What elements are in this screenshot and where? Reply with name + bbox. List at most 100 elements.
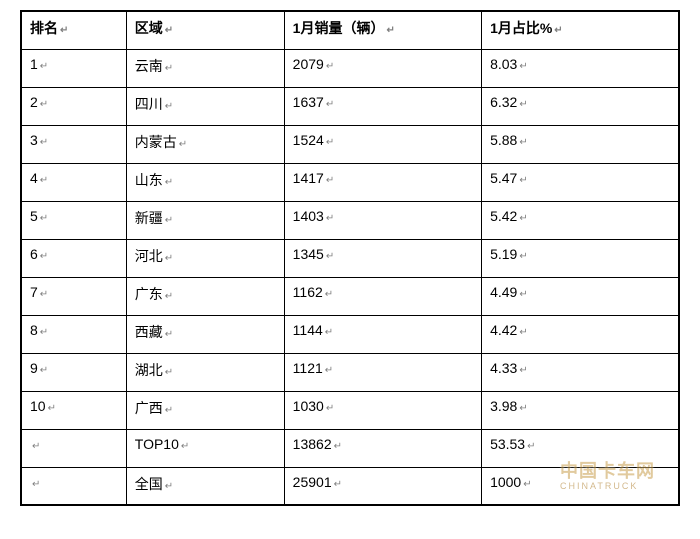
paragraph-mark-icon: ↵ xyxy=(334,479,342,490)
col-header-rank: 排名↵ xyxy=(21,11,126,49)
paragraph-mark-icon: ↵ xyxy=(326,175,334,186)
table-cell: 5.42↵ xyxy=(482,201,679,239)
cell-value: 湖北 xyxy=(135,362,163,378)
paragraph-mark-icon: ↵ xyxy=(386,25,394,36)
cell-value: 5.42 xyxy=(490,208,517,224)
cell-value: 5.88 xyxy=(490,132,517,148)
table-cell: 5.19↵ xyxy=(482,239,679,277)
paragraph-mark-icon: ↵ xyxy=(40,365,48,376)
table-row: 7↵广东↵1162↵ 4.49↵ xyxy=(21,277,679,315)
cell-value: 3.98 xyxy=(490,398,517,414)
table-cell: 四川↵ xyxy=(126,87,284,125)
cell-value: 1345 xyxy=(293,246,324,262)
cell-value: 广东 xyxy=(135,286,163,302)
paragraph-mark-icon: ↵ xyxy=(165,101,173,112)
cell-value: 5 xyxy=(30,208,38,224)
paragraph-mark-icon: ↵ xyxy=(334,441,342,452)
sales-table-wrapper: 排名↵ 区域↵ 1月销量（辆）↵ 1月占比%↵ 1↵云南↵2079↵8.03↵2… xyxy=(20,10,680,506)
paragraph-mark-icon: ↵ xyxy=(165,215,173,226)
table-cell: 1403↵ xyxy=(284,201,481,239)
table-cell: 7↵ xyxy=(21,277,126,315)
cell-value: 8 xyxy=(30,322,38,338)
paragraph-mark-icon: ↵ xyxy=(326,61,334,72)
table-cell: 10↵ xyxy=(21,391,126,429)
paragraph-mark-icon: ↵ xyxy=(326,137,334,148)
table-header-row: 排名↵ 区域↵ 1月销量（辆）↵ 1月占比%↵ xyxy=(21,11,679,49)
paragraph-mark-icon: ↵ xyxy=(325,365,333,376)
cell-value: 8.03 xyxy=(490,56,517,72)
cell-value: 2079 xyxy=(293,56,324,72)
cell-value: 1417 xyxy=(293,170,324,186)
table-cell: 4.42↵ xyxy=(482,315,679,353)
paragraph-mark-icon: ↵ xyxy=(519,137,527,148)
cell-value: 1403 xyxy=(293,208,324,224)
col-header-pct: 1月占比%↵ xyxy=(482,11,679,49)
cell-value: 4.33 xyxy=(490,360,517,376)
cell-value: 4.42 xyxy=(490,322,517,338)
cell-value: 全国 xyxy=(135,476,163,492)
cell-value: 2 xyxy=(30,94,38,110)
cell-value: 1524 xyxy=(293,132,324,148)
table-row: 6↵河北↵1345↵5.19↵ xyxy=(21,239,679,277)
paragraph-mark-icon: ↵ xyxy=(519,213,527,224)
paragraph-mark-icon: ↵ xyxy=(40,137,48,148)
table-row: ↵TOP10↵13862↵53.53↵ xyxy=(21,429,679,467)
table-cell: 广东↵ xyxy=(126,277,284,315)
table-cell: 河北↵ xyxy=(126,239,284,277)
table-cell: 广西↵ xyxy=(126,391,284,429)
table-cell: 5↵ xyxy=(21,201,126,239)
cell-value: 10 xyxy=(30,398,46,414)
cell-value: 4 xyxy=(30,170,38,186)
cell-value: 山东 xyxy=(135,172,163,188)
cell-value: 1 xyxy=(30,56,38,72)
table-cell: 5.47↵ xyxy=(482,163,679,201)
table-cell: 8↵ xyxy=(21,315,126,353)
col-header-region: 区域↵ xyxy=(126,11,284,49)
table-cell: 西藏↵ xyxy=(126,315,284,353)
cell-value: 内蒙古 xyxy=(135,134,177,150)
paragraph-mark-icon: ↵ xyxy=(165,481,173,492)
table-cell: TOP10↵ xyxy=(126,429,284,467)
paragraph-mark-icon: ↵ xyxy=(40,61,48,72)
table-cell: ↵ xyxy=(21,467,126,505)
paragraph-mark-icon: ↵ xyxy=(519,289,527,300)
table-cell: 1162↵ xyxy=(284,277,481,315)
cell-value: 9 xyxy=(30,360,38,376)
table-cell: 3↵ xyxy=(21,125,126,163)
paragraph-mark-icon: ↵ xyxy=(326,213,334,224)
paragraph-mark-icon: ↵ xyxy=(165,329,173,340)
table-cell: 6.32↵ xyxy=(482,87,679,125)
paragraph-mark-icon: ↵ xyxy=(40,99,48,110)
cell-value: 25901 xyxy=(293,474,332,490)
table-row: 8↵西藏↵1144↵4.42↵ xyxy=(21,315,679,353)
cell-value: TOP10 xyxy=(135,436,179,452)
table-cell: 1000↵ xyxy=(482,467,679,505)
paragraph-mark-icon: ↵ xyxy=(40,327,48,338)
table-row: 3↵内蒙古↵1524↵5.88↵ xyxy=(21,125,679,163)
cell-value: 1030 xyxy=(293,398,324,414)
cell-value: 3 xyxy=(30,132,38,148)
paragraph-mark-icon: ↵ xyxy=(165,25,173,36)
paragraph-mark-icon: ↵ xyxy=(165,253,173,264)
table-cell: 云南↵ xyxy=(126,49,284,87)
table-cell: 8.03↵ xyxy=(482,49,679,87)
paragraph-mark-icon: ↵ xyxy=(519,403,527,414)
paragraph-mark-icon: ↵ xyxy=(519,99,527,110)
cell-value: 1121 xyxy=(293,360,323,376)
cell-value: 1000 xyxy=(490,474,521,490)
cell-value: 4.49 xyxy=(490,284,517,300)
cell-value: 云南 xyxy=(135,58,163,74)
table-cell: 25901↵ xyxy=(284,467,481,505)
cell-value: 5.47 xyxy=(490,170,517,186)
table-cell: 3.98↵ xyxy=(482,391,679,429)
table-cell: 1121↵ xyxy=(284,353,481,391)
cell-value: 7 xyxy=(30,284,38,300)
paragraph-mark-icon: ↵ xyxy=(48,403,56,414)
paragraph-mark-icon: ↵ xyxy=(165,405,173,416)
cell-value: 西藏 xyxy=(135,324,163,340)
cell-value: 53.53 xyxy=(490,436,525,452)
table-row: 4↵山东↵1417↵5.47↵ xyxy=(21,163,679,201)
paragraph-mark-icon: ↵ xyxy=(40,251,48,262)
table-cell: 53.53↵ xyxy=(482,429,679,467)
table-cell: 1345↵ xyxy=(284,239,481,277)
